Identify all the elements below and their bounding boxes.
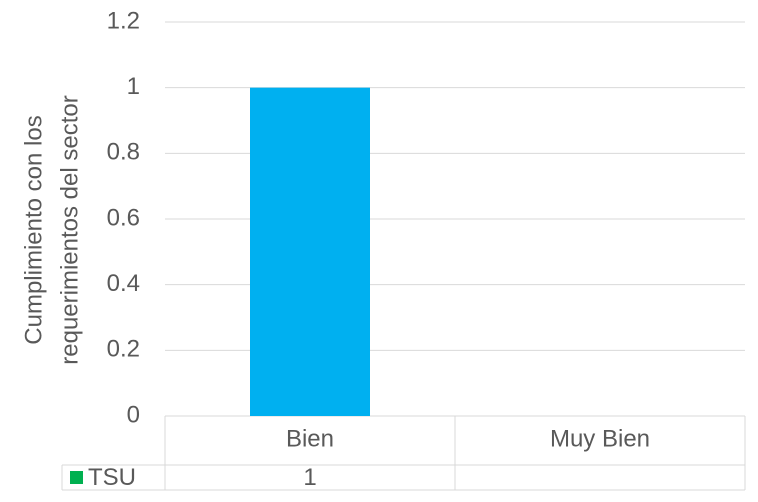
y-tick-label: 0 (127, 401, 140, 428)
legend-key (70, 471, 83, 484)
y-tick-label: 0.2 (107, 336, 140, 363)
legend-label: TSU (88, 464, 136, 491)
table-value: 1 (303, 464, 316, 491)
bar (250, 87, 370, 417)
y-tick-label: 0.8 (107, 139, 140, 166)
y-tick-label: 0.6 (107, 204, 140, 231)
y-axis-title-line: Cumplimiento con los (20, 115, 47, 344)
y-tick-label: 1 (127, 73, 140, 100)
x-tick-label: Bien (286, 425, 334, 452)
y-tick-label: 1.2 (107, 7, 140, 34)
y-axis-title: Cumplimiento con los requerimientos del … (20, 95, 83, 364)
x-tick-label: Muy Bien (550, 425, 650, 452)
y-tick-label: 0.4 (107, 270, 140, 297)
y-axis-title-line: requerimientos del sector (56, 95, 83, 364)
